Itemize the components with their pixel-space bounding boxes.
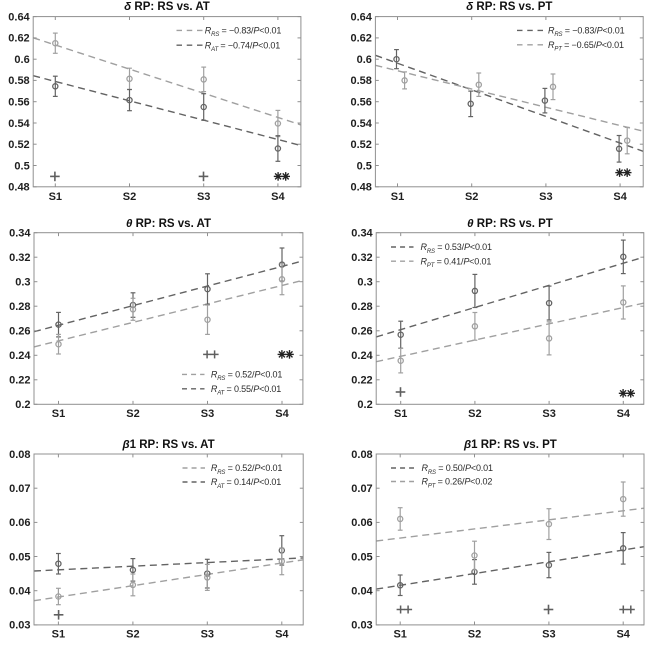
svg-text:0.04: 0.04 xyxy=(351,586,373,598)
svg-text:0.54: 0.54 xyxy=(350,118,372,130)
svg-text:RRS = 0.50/P<0.01: RRS = 0.50/P<0.01 xyxy=(422,463,494,476)
svg-text:0.6: 0.6 xyxy=(14,54,29,66)
svg-text:0.2: 0.2 xyxy=(357,399,372,411)
svg-text:S1: S1 xyxy=(394,408,407,420)
svg-text:0.52: 0.52 xyxy=(350,139,371,151)
svg-text:0.56: 0.56 xyxy=(8,97,29,109)
svg-text:0.03: 0.03 xyxy=(351,620,372,632)
svg-text:S1: S1 xyxy=(49,191,62,203)
svg-text:S2: S2 xyxy=(468,629,481,641)
svg-text:0.48: 0.48 xyxy=(8,182,29,194)
svg-text:0.05: 0.05 xyxy=(9,551,30,563)
svg-text:S3: S3 xyxy=(197,191,210,203)
svg-text:0.07: 0.07 xyxy=(351,483,372,495)
svg-text:S1: S1 xyxy=(393,629,406,641)
svg-text:0.56: 0.56 xyxy=(350,97,371,109)
svg-text:0.22: 0.22 xyxy=(9,375,30,387)
svg-text:RAT = −0.74/P<0.01: RAT = −0.74/P<0.01 xyxy=(205,40,280,53)
svg-text:RAT = 0.14/P<0.01: RAT = 0.14/P<0.01 xyxy=(211,477,281,490)
svg-text:θ RP: RS vs. PT: θ RP: RS vs. PT xyxy=(467,218,553,230)
svg-text:S1: S1 xyxy=(52,629,65,641)
svg-text:0.52: 0.52 xyxy=(8,139,29,151)
svg-text:S3: S3 xyxy=(539,191,552,203)
svg-text:0.5: 0.5 xyxy=(14,160,29,172)
svg-text:0.08: 0.08 xyxy=(351,449,372,461)
svg-text:RRS = 0.53/P<0.01: RRS = 0.53/P<0.01 xyxy=(421,242,493,255)
svg-text:S4: S4 xyxy=(275,629,289,641)
svg-text:0.32: 0.32 xyxy=(351,252,372,264)
svg-text:0.34: 0.34 xyxy=(9,228,31,240)
svg-text:S1: S1 xyxy=(52,408,65,420)
svg-text:0.62: 0.62 xyxy=(8,33,29,45)
svg-text:0.34: 0.34 xyxy=(351,228,373,240)
svg-text:RRS = 0.52/P<0.01: RRS = 0.52/P<0.01 xyxy=(211,463,283,476)
svg-text:0.03: 0.03 xyxy=(9,620,30,632)
svg-text:0.28: 0.28 xyxy=(9,301,30,313)
svg-text:0.26: 0.26 xyxy=(9,326,30,338)
svg-text:θ RP: RS vs. AT: θ RP: RS vs. AT xyxy=(126,218,211,230)
svg-text:0.6: 0.6 xyxy=(357,54,372,66)
svg-text:RRS = 0.52/P<0.01: RRS = 0.52/P<0.01 xyxy=(211,370,283,383)
svg-text:0.24: 0.24 xyxy=(9,350,31,362)
svg-text:S4: S4 xyxy=(275,408,289,420)
svg-text:0.3: 0.3 xyxy=(15,277,30,289)
svg-text:0.48: 0.48 xyxy=(350,182,371,194)
svg-text:S4: S4 xyxy=(613,191,627,203)
svg-text:0.5: 0.5 xyxy=(357,160,372,172)
svg-text:0.62: 0.62 xyxy=(350,33,371,45)
svg-text:S3: S3 xyxy=(201,629,214,641)
svg-text:S2: S2 xyxy=(465,191,478,203)
svg-text:0.04: 0.04 xyxy=(9,586,31,598)
svg-text:RRS = −0.83/P<0.01: RRS = −0.83/P<0.01 xyxy=(205,26,282,39)
svg-text:0.28: 0.28 xyxy=(351,301,372,313)
svg-text:0.3: 0.3 xyxy=(357,277,372,289)
svg-text:0.06: 0.06 xyxy=(9,517,30,529)
svg-text:0.32: 0.32 xyxy=(9,252,30,264)
svg-text:S2: S2 xyxy=(126,629,139,641)
svg-text:0.06: 0.06 xyxy=(351,517,372,529)
svg-text:0.58: 0.58 xyxy=(350,75,371,87)
svg-text:S2: S2 xyxy=(123,191,136,203)
svg-text:S4: S4 xyxy=(616,629,630,641)
svg-text:RRS = −0.83/P<0.01: RRS = −0.83/P<0.01 xyxy=(548,26,625,39)
svg-text:0.58: 0.58 xyxy=(8,75,29,87)
svg-text:0.24: 0.24 xyxy=(351,350,373,362)
svg-text:RAT = 0.55/P<0.01: RAT = 0.55/P<0.01 xyxy=(211,384,281,397)
svg-text:0.08: 0.08 xyxy=(9,449,30,461)
svg-text:RPT = −0.65/P<0.01: RPT = −0.65/P<0.01 xyxy=(548,40,624,53)
svg-text:δ RP: RS vs. AT: δ RP: RS vs. AT xyxy=(124,1,210,13)
svg-text:0.64: 0.64 xyxy=(8,11,30,23)
svg-text:0.26: 0.26 xyxy=(351,326,372,338)
svg-text:S4: S4 xyxy=(271,191,285,203)
svg-text:S2: S2 xyxy=(126,408,139,420)
svg-text:δ RP: RS vs. PT: δ RP: RS vs. PT xyxy=(466,1,552,13)
svg-text:0.54: 0.54 xyxy=(8,118,30,130)
svg-text:RPT = 0.41/P<0.01: RPT = 0.41/P<0.01 xyxy=(421,256,492,269)
svg-text:0.05: 0.05 xyxy=(351,551,372,563)
svg-text:0.07: 0.07 xyxy=(9,483,30,495)
svg-text:S3: S3 xyxy=(542,408,555,420)
svg-text:0.22: 0.22 xyxy=(351,375,372,387)
svg-text:S3: S3 xyxy=(201,408,214,420)
svg-text:S2: S2 xyxy=(468,408,481,420)
svg-text:S1: S1 xyxy=(391,191,404,203)
svg-text:S4: S4 xyxy=(617,408,631,420)
svg-text:β1 RP: RS vs. AT: β1 RP: RS vs. AT xyxy=(122,439,215,451)
svg-text:S3: S3 xyxy=(542,629,555,641)
svg-text:0.2: 0.2 xyxy=(15,399,30,411)
svg-text:RPT = 0.26/P<0.02: RPT = 0.26/P<0.02 xyxy=(422,477,493,490)
svg-text:β1 RP: RS vs. PT: β1 RP: RS vs. PT xyxy=(463,439,557,451)
svg-text:0.64: 0.64 xyxy=(350,11,372,23)
